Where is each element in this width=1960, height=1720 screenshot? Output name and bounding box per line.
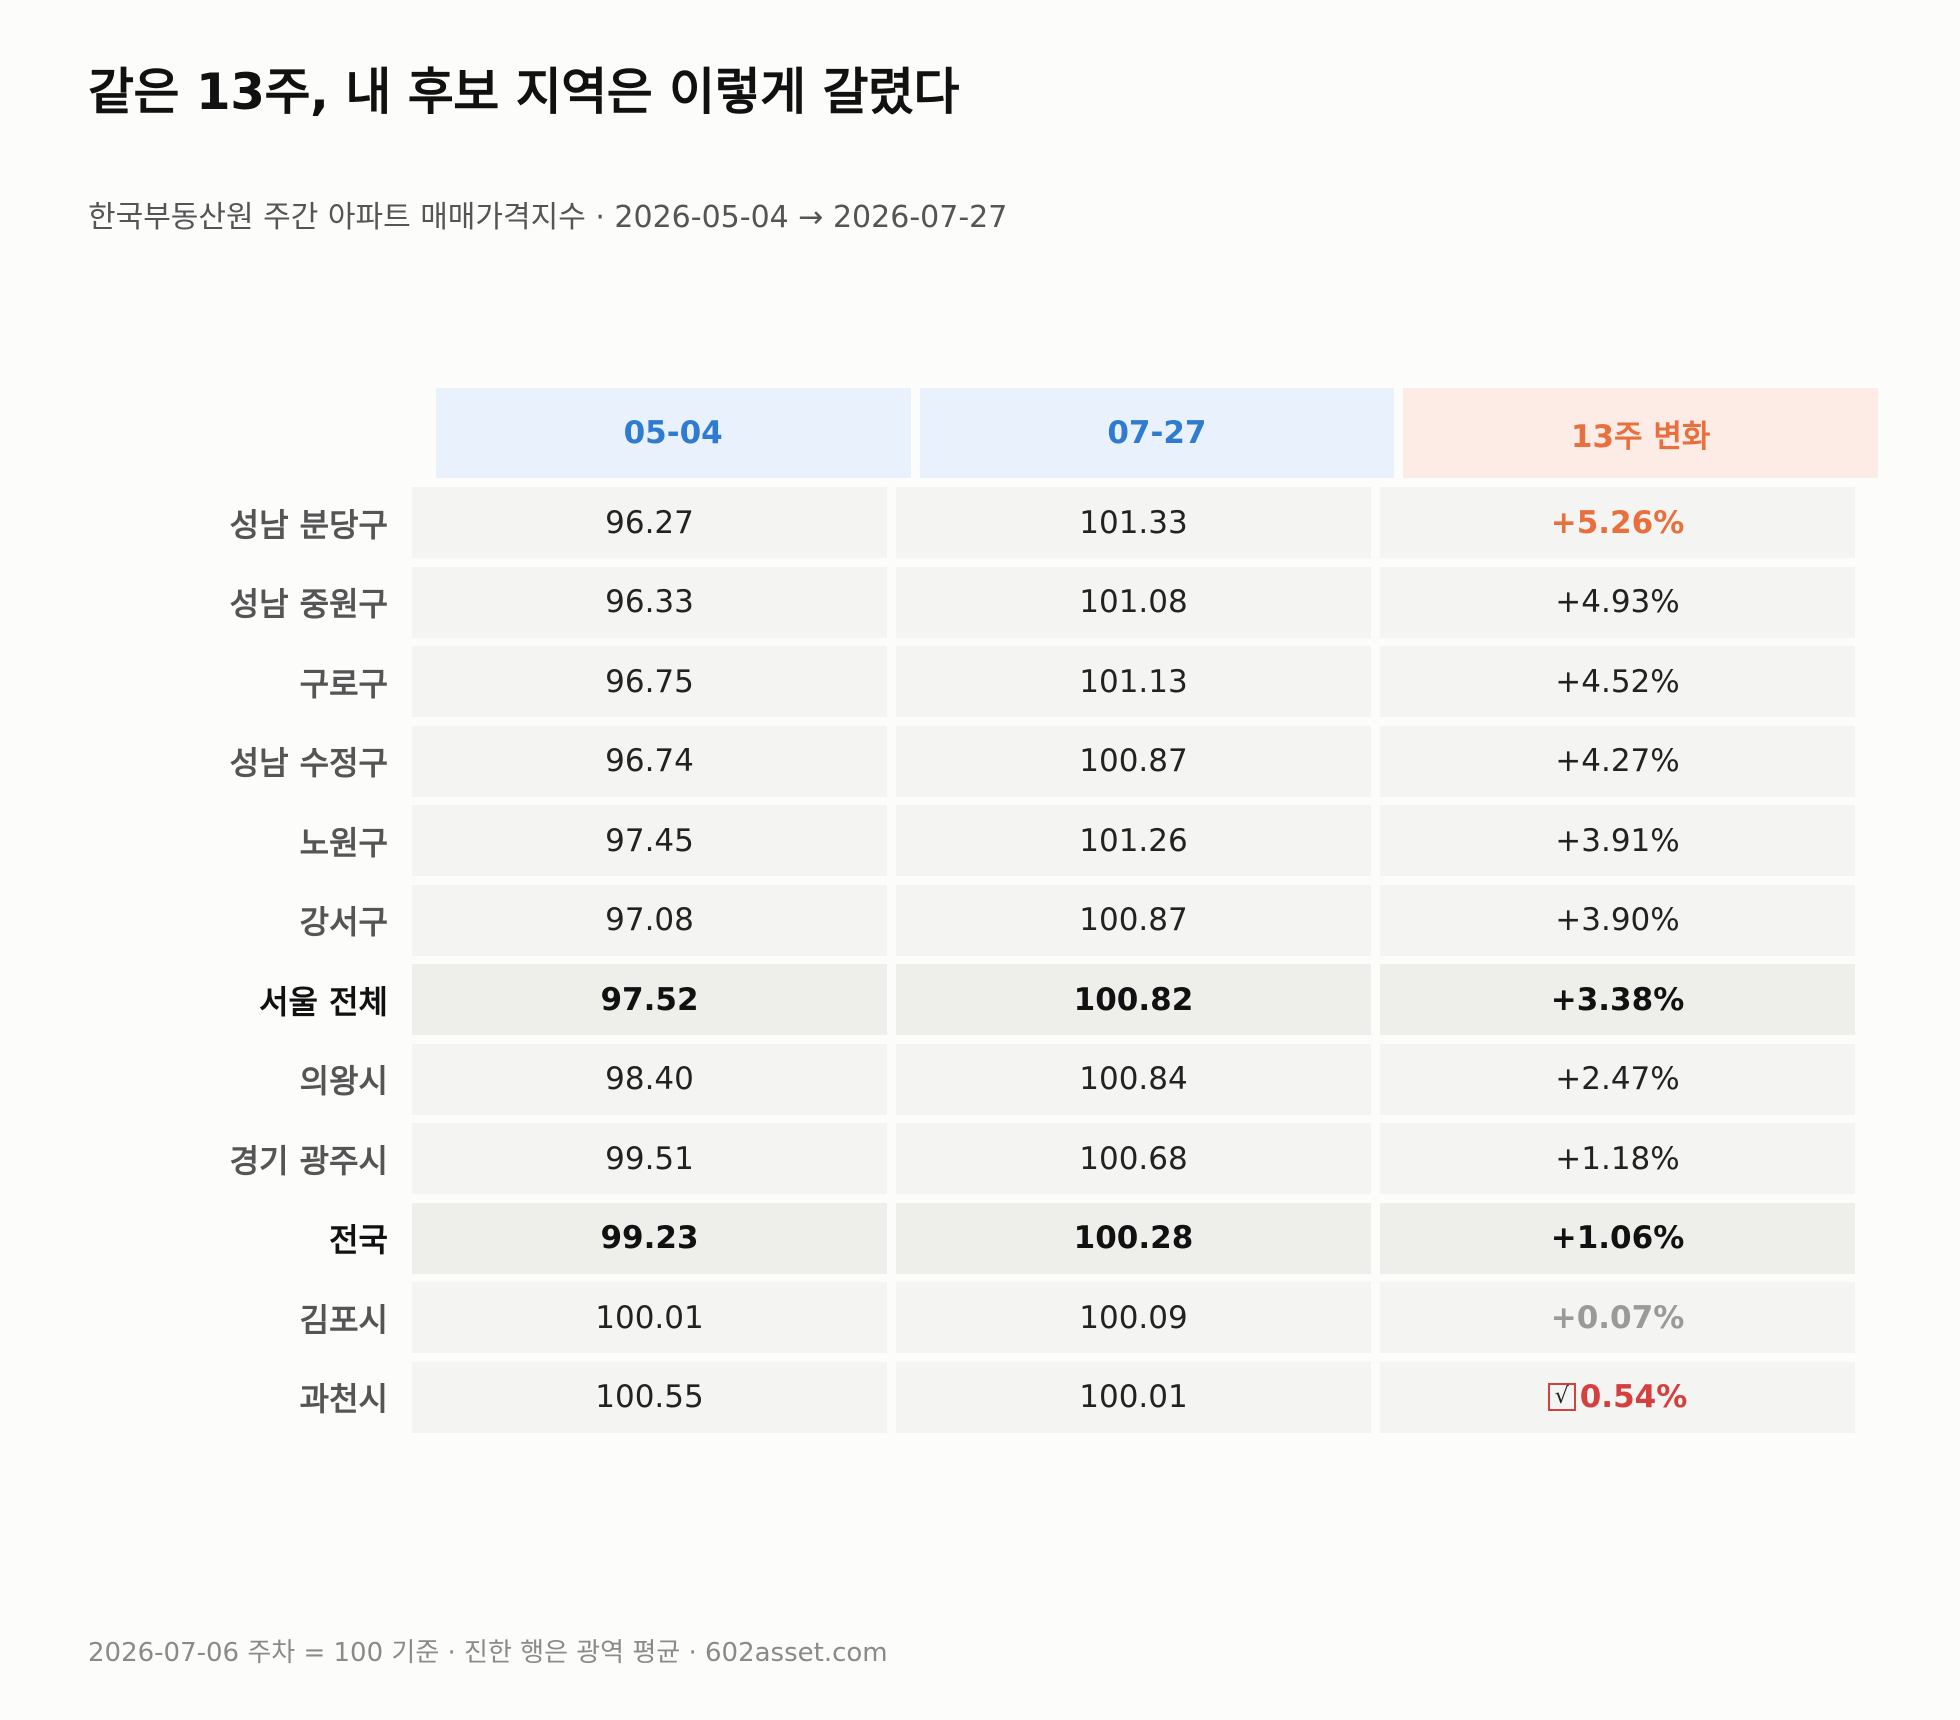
cell-end-value: 100.68 (896, 1123, 1371, 1194)
table-row: 노원구 97.45 101.26 +3.91% (88, 805, 1878, 876)
cell-end-value: 100.87 (896, 725, 1371, 797)
cell-start-value: 97.08 (412, 884, 887, 956)
change-text: +5.26% (1550, 504, 1685, 541)
row-label-region: 성남 수정구 (229, 744, 388, 782)
cell-change-value: +5.26% (1380, 487, 1855, 558)
cell-start-value: 96.33 (412, 566, 887, 638)
chart-title: 같은 13주, 내 후보 지역은 이렇게 갈렸다 (88, 63, 960, 121)
cell-start-value: 96.74 (412, 725, 887, 797)
change-text: +4.93% (1555, 584, 1680, 620)
row-label-region: 강서구 (299, 903, 388, 941)
cell-end-value: 101.26 (896, 805, 1371, 876)
change-text: +2.47% (1555, 1061, 1680, 1097)
table-row: 서울 전체 97.52 100.82 +3.38% (88, 964, 1878, 1035)
table-header-row: 05-04 07-27 13주 변화 (88, 388, 1878, 478)
chart-subtitle: 한국부동산원 주간 아파트 매매가격지수 · 2026-05-04 → 2026… (88, 200, 1008, 235)
row-label-region: 노원구 (299, 823, 388, 862)
row-label-region: 의왕시 (299, 1062, 388, 1100)
table-row: 전국 99.23 100.28 +1.06% (88, 1202, 1878, 1274)
cell-start-value: 97.45 (412, 805, 887, 876)
cell-change-value: +3.90% (1380, 884, 1855, 956)
cell-start-value: 96.27 (412, 487, 887, 558)
table-body: 성남 분당구 96.27 101.33 +5.26% 성남 중원구 96.33 101.08… (88, 487, 1878, 1433)
cell-change-value: √ 0.54% (1380, 1361, 1855, 1433)
change-text: +3.38% (1550, 981, 1685, 1018)
row-label-region: 전국 (329, 1221, 388, 1259)
table-row: 의왕시 98.40 100.84 +2.47% (88, 1043, 1878, 1115)
table-row: 강서구 97.08 100.87 +3.90% (88, 884, 1878, 956)
row-label-region: 서울 전체 (259, 982, 388, 1021)
cell-end-value: 101.08 (896, 566, 1371, 638)
column-header-start: 05-04 (435, 388, 911, 478)
column-header-change: 13주 변화 (1403, 388, 1878, 478)
table-row: 경기 광주시 99.51 100.68 +1.18% (88, 1123, 1878, 1194)
cell-change-value: +3.91% (1380, 805, 1855, 876)
cell-end-value: 100.01 (896, 1361, 1371, 1433)
table-row: 구로구 96.75 101.13 +4.52% (88, 646, 1878, 717)
cell-change-value: +4.52% (1380, 646, 1855, 717)
cell-start-value: 98.40 (412, 1043, 887, 1115)
cell-change-value: +1.06% (1380, 1202, 1855, 1274)
negative-sign-glyph-icon: √ (1547, 1383, 1576, 1411)
row-label-region: 구로구 (299, 664, 388, 703)
cell-end-value: 100.09 (896, 1282, 1371, 1353)
change-text: +1.18% (1555, 1140, 1680, 1177)
cell-change-value: +0.07% (1380, 1282, 1855, 1353)
cell-start-value: 99.23 (412, 1202, 887, 1274)
change-text: +1.06% (1550, 1220, 1685, 1256)
cell-start-value: 96.75 (412, 646, 887, 717)
cell-change-value: +3.38% (1380, 964, 1855, 1035)
row-label-region: 김포시 (299, 1300, 388, 1339)
row-label-region: 경기 광주시 (229, 1141, 388, 1180)
change-text: 0.54% (1579, 1379, 1688, 1415)
cell-change-value: +2.47% (1380, 1043, 1855, 1115)
table-row: 성남 분당구 96.27 101.33 +5.26% (88, 487, 1878, 558)
chart-footer: 2026-07-06 주차 = 100 기준 · 진한 행은 광역 평균 · 6… (88, 1638, 888, 1668)
table-row: 성남 중원구 96.33 101.08 +4.93% (88, 566, 1878, 638)
cell-end-value: 101.13 (896, 646, 1371, 717)
cell-end-value: 101.33 (896, 487, 1371, 558)
change-text: +4.52% (1555, 663, 1680, 700)
table-row: 과천시 100.55 100.01 √ 0.54% (88, 1361, 1878, 1433)
header-spacer (88, 388, 436, 478)
cell-end-value: 100.82 (896, 964, 1371, 1035)
change-text: +4.27% (1555, 743, 1680, 779)
cell-start-value: 100.55 (412, 1361, 887, 1433)
row-label-region: 성남 중원구 (229, 585, 388, 623)
cell-end-value: 100.84 (896, 1043, 1371, 1115)
change-text: +3.91% (1555, 822, 1680, 859)
cell-change-value: +1.18% (1380, 1123, 1855, 1194)
table-row: 김포시 100.01 100.09 +0.07% (88, 1282, 1878, 1353)
cell-change-value: +4.27% (1380, 725, 1855, 797)
cell-start-value: 97.52 (412, 964, 887, 1035)
table-row: 성남 수정구 96.74 100.87 +4.27% (88, 725, 1878, 797)
cell-start-value: 99.51 (412, 1123, 887, 1194)
cell-start-value: 100.01 (412, 1282, 887, 1353)
cell-end-value: 100.87 (896, 884, 1371, 956)
row-label-region: 과천시 (299, 1380, 388, 1418)
index-table: 05-04 07-27 13주 변화 성남 분당구 96.27 101.33 +5.2… (88, 388, 1878, 1441)
change-text: +3.90% (1555, 902, 1680, 938)
cell-end-value: 100.28 (896, 1202, 1371, 1274)
change-text: +0.07% (1550, 1299, 1685, 1336)
column-header-end: 07-27 (919, 388, 1395, 478)
cell-change-value: +4.93% (1380, 566, 1855, 638)
row-label-region: 성남 분당구 (229, 505, 388, 544)
